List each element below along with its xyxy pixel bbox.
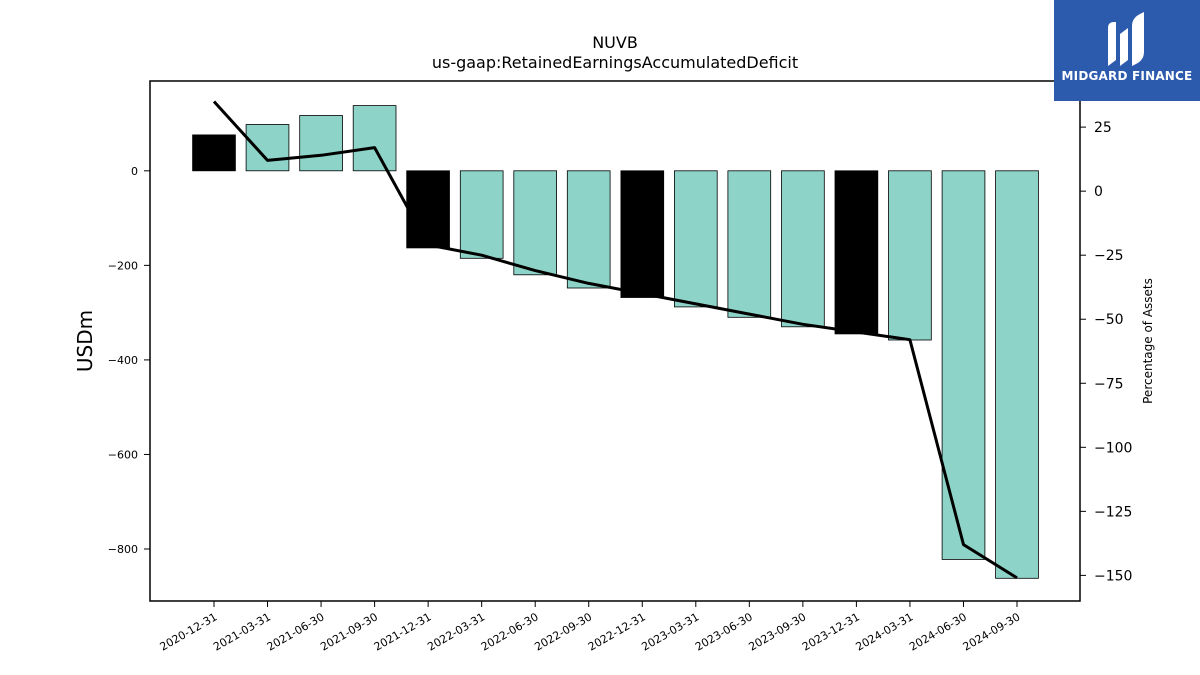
line-group [212, 100, 1018, 580]
y2-tick-label: −100 [1094, 440, 1132, 456]
y-axis: 0 −200 −400 −600 −800 [108, 165, 150, 556]
bar-2023-06-30 [727, 170, 772, 318]
x-tick-label: 2024-06-30 [907, 610, 969, 653]
x-tick-label: 2023-09-30 [746, 610, 808, 653]
bar-2022-12-31 [620, 170, 665, 298]
y-tick-label: −600 [108, 448, 138, 461]
bar-2023-12-31 [834, 170, 879, 335]
x-tick-label: 2020-12-31 [158, 610, 220, 653]
line-percentage-of-assets [212, 100, 1018, 580]
bars-group [192, 105, 1039, 579]
bar-2022-03-31 [459, 170, 504, 259]
y2-axis-label: Percentage of Assets [1141, 278, 1155, 404]
y-tick-label: 0 [131, 165, 138, 178]
x-tick-label: 2022-06-30 [479, 610, 541, 653]
x-tick-label: 2023-03-31 [639, 610, 701, 653]
logo-mark-icon [1108, 12, 1144, 66]
y2-tick-label: −75 [1094, 376, 1124, 392]
logo-text: MIDGARD FINANCE [1061, 69, 1193, 83]
x-tick-label: 2021-12-31 [372, 610, 434, 653]
plot-frame [149, 80, 1081, 602]
x-tick-label: 2021-03-31 [211, 610, 273, 653]
y-tick-label: −800 [108, 543, 138, 556]
y2-axis: 25 0 −25 −50 −75 −100 −125 −150 [1080, 120, 1132, 584]
bar-2021-09-30 [352, 105, 397, 172]
x-axis: 2020-12-312021-03-312021-06-302021-09-30… [158, 601, 1023, 654]
y2-tick-label: −50 [1094, 312, 1124, 328]
x-tick-label: 2023-12-31 [800, 610, 862, 653]
x-tick-label: 2023-06-30 [693, 610, 755, 653]
bar-2022-06-30 [513, 170, 557, 276]
y2-tick-label: −125 [1094, 504, 1132, 520]
bar-2024-03-31 [888, 170, 932, 341]
y2-tick-label: 0 [1094, 184, 1103, 200]
bar-2024-06-30 [941, 170, 986, 560]
y-axis-label: USDm [73, 310, 97, 372]
bar-2021-06-30 [299, 115, 343, 172]
y-tick-label: −400 [108, 354, 138, 367]
bar-2022-09-30 [566, 170, 611, 289]
x-tick-label: 2022-09-30 [532, 610, 594, 653]
x-tick-label: 2022-12-31 [586, 610, 648, 653]
x-tick-label: 2024-03-31 [854, 610, 916, 653]
bar-2021-03-31 [245, 124, 290, 172]
y-tick-label: −200 [108, 259, 138, 272]
bar-2024-09-30 [995, 170, 1039, 579]
x-tick-label: 2021-06-30 [265, 610, 327, 653]
midgard-finance-logo: MIDGARD FINANCE [1054, 0, 1200, 101]
x-tick-label: 2022-03-31 [425, 610, 487, 653]
x-tick-label: 2024-09-30 [961, 610, 1023, 653]
y2-tick-label: −150 [1094, 568, 1132, 584]
bar-2023-03-31 [674, 170, 718, 308]
bar-2020-12-31 [192, 134, 236, 172]
chart-title: NUVB [592, 33, 638, 52]
bar-2023-09-30 [781, 170, 825, 328]
chart-subtitle: us-gaap:RetainedEarningsAccumulatedDefic… [432, 53, 798, 72]
y2-tick-label: 25 [1094, 120, 1112, 136]
bar-2021-12-31 [406, 170, 450, 249]
x-tick-label: 2021-09-30 [318, 610, 380, 653]
y2-tick-label: −25 [1094, 248, 1124, 264]
